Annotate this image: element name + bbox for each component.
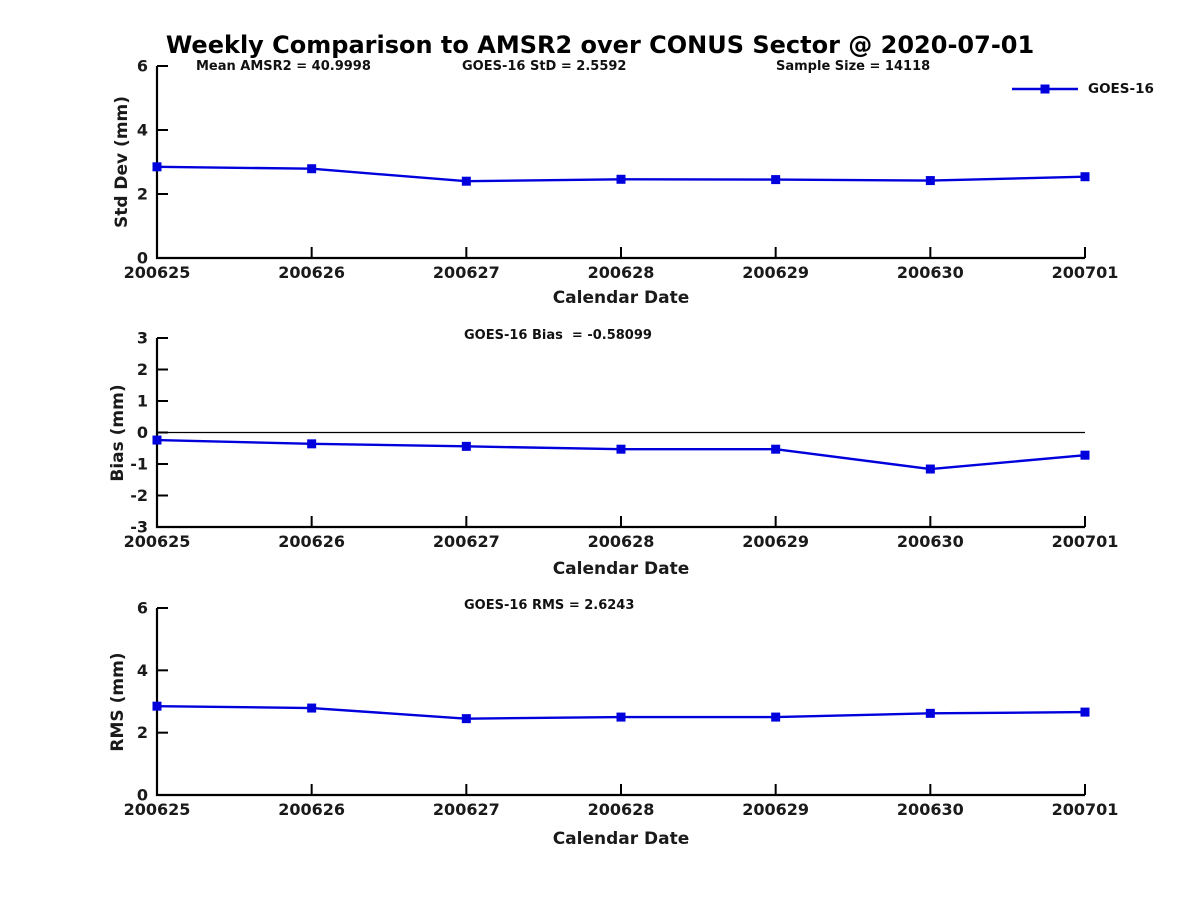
legend-line-sample [1012, 84, 1078, 94]
y-tick-label: 6 [137, 599, 148, 618]
subplot-1: 0 2 4 6 200625 200626 200627 200628 200629 200630… [124, 57, 1119, 283]
legend: GOES-16 [1012, 81, 1154, 97]
y-tick-label: 2 [137, 723, 148, 742]
data-point-marker [1080, 172, 1090, 182]
data-point-marker [461, 441, 471, 451]
legend-label: GOES-16 [1088, 81, 1154, 97]
x-tick-label: 200625 [124, 800, 191, 819]
y-tick-label: -1 [130, 455, 148, 474]
y-tick-label: 0 [137, 249, 148, 268]
annotation-mean-amsr2: Mean AMSR2 = 40.9998 [196, 59, 371, 74]
data-point-marker [925, 176, 935, 186]
y-tick-label: 0 [137, 786, 148, 805]
x-tick-label: 200625 [124, 532, 191, 551]
data-point-marker [925, 464, 935, 474]
data-point-marker [152, 162, 162, 172]
y-tick-label: -2 [130, 486, 148, 505]
x-tick-label: 200701 [1052, 800, 1119, 819]
data-point-marker [152, 701, 162, 711]
x-tick-label: 200627 [433, 263, 500, 282]
subplot-3: 0 2 4 6 200625 200626 200627 200628 200629 200630… [124, 599, 1119, 820]
data-point-marker [771, 175, 781, 185]
x-tick-label: 200626 [278, 532, 345, 551]
data-point-marker [616, 712, 626, 722]
axis-frame [155, 66, 1085, 260]
y-tick-label: -3 [130, 518, 148, 537]
annotation-goes16-std: GOES-16 StD = 2.5592 [462, 59, 627, 74]
data-point-marker [771, 712, 781, 722]
x-tick-label: 200630 [897, 800, 964, 819]
x-tick-label: 200625 [124, 263, 191, 282]
data-point-marker [307, 164, 317, 174]
x-tick-label: 200626 [278, 263, 345, 282]
annotation-goes16-bias: GOES-16 Bias = -0.58099 [464, 328, 652, 343]
data-point-marker [152, 435, 162, 445]
ylabel-rms: RMS (mm) [108, 651, 128, 752]
x-tick-label: 200630 [897, 263, 964, 282]
ylabel-stddev: Std Dev (mm) [112, 95, 132, 228]
annotation-goes16-rms: GOES-16 RMS = 2.6243 [464, 598, 635, 613]
x-tick-label: 200628 [588, 263, 655, 282]
axis-frame [155, 608, 1085, 797]
xlabel-subplot2: Calendar Date [552, 559, 690, 579]
y-tick-label: 3 [137, 329, 148, 348]
x-tick-label: 200628 [588, 800, 655, 819]
legend-square-marker-icon [1040, 84, 1050, 94]
x-tick-label: 200701 [1052, 532, 1119, 551]
data-point-marker [925, 708, 935, 718]
data-point-marker [461, 714, 471, 724]
x-tick-label: 200629 [742, 800, 809, 819]
series-line [156, 438, 1086, 471]
y-tick-label: 2 [137, 185, 148, 204]
x-tick-label: 200628 [588, 532, 655, 551]
data-point-marker [461, 176, 471, 186]
data-point-marker [1080, 450, 1090, 460]
subplot-2: -3 -2 -1 0 1 2 3 200625 200626 200627 200628 200629… [124, 329, 1119, 552]
y-tick-label: 6 [137, 57, 148, 76]
x-tick-label: 200626 [278, 800, 345, 819]
data-point-marker [771, 444, 781, 454]
data-point-marker [616, 444, 626, 454]
x-tick-label: 200630 [897, 532, 964, 551]
chart-title: Weekly Comparison to AMSR2 over CONUS Se… [165, 31, 1035, 59]
xlabel-subplot3: Calendar Date [552, 829, 690, 849]
y-tick-label: 4 [137, 121, 148, 140]
y-tick-label: 1 [137, 392, 148, 411]
x-tick-label: 200701 [1052, 263, 1119, 282]
x-tick-label: 200629 [742, 263, 809, 282]
x-tick-label: 200627 [433, 800, 500, 819]
annotation-sample-size: Sample Size = 14118 [776, 59, 931, 74]
data-point-marker [1080, 707, 1090, 717]
x-tick-label: 200629 [742, 532, 809, 551]
y-tick-label: 2 [137, 360, 148, 379]
data-point-marker [307, 703, 317, 713]
ylabel-bias: Bias (mm) [108, 383, 128, 482]
x-tick-label: 200627 [433, 532, 500, 551]
xlabel-subplot1: Calendar Date [552, 288, 690, 308]
data-point-marker [616, 174, 626, 184]
y-tick-label: 4 [137, 661, 148, 680]
y-tick-label: 0 [137, 423, 148, 442]
data-point-marker [307, 439, 317, 449]
